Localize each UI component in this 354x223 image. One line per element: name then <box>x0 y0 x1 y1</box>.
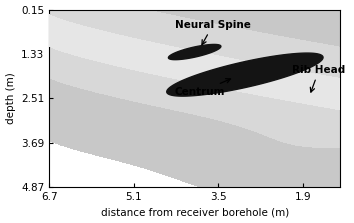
Y-axis label: depth (m): depth (m) <box>6 72 16 124</box>
Text: Neural Spine: Neural Spine <box>175 20 251 45</box>
Text: Centrum: Centrum <box>175 79 230 97</box>
Text: Rib Head: Rib Head <box>292 65 346 92</box>
X-axis label: distance from receiver borehole (m): distance from receiver borehole (m) <box>101 207 289 217</box>
Polygon shape <box>169 44 221 60</box>
Polygon shape <box>167 53 323 96</box>
